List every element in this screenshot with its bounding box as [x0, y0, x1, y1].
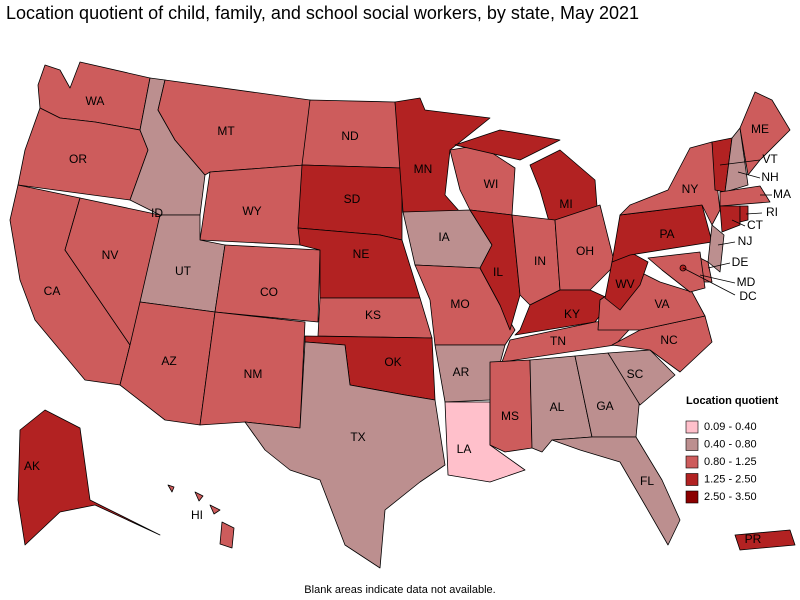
legend-label: 1.25 - 2.50 [704, 473, 757, 485]
state-label: DC [739, 289, 757, 303]
state-label: UT [175, 264, 192, 278]
state-label: AK [24, 459, 40, 473]
leader-line [737, 171, 761, 179]
state-label: MO [450, 297, 469, 311]
state-label: CA [44, 284, 61, 298]
state-label: KS [365, 308, 381, 322]
legend-swatch [685, 455, 699, 469]
state-label: NJ [738, 234, 753, 248]
state-label: VA [654, 297, 669, 311]
state-label: CT [747, 218, 764, 232]
state-shape [167, 484, 235, 549]
state-shape [551, 436, 681, 546]
state-shape [554, 204, 616, 291]
state-shape [17, 409, 161, 546]
state-label: KY [564, 307, 580, 321]
state-label: CO [260, 285, 278, 299]
state-shape [719, 185, 771, 207]
legend-swatch [685, 490, 699, 504]
state-label: PA [659, 227, 674, 241]
state-label: AZ [161, 354, 176, 368]
leader-line [682, 267, 736, 296]
state-shape [514, 289, 613, 336]
state-label: AR [453, 365, 470, 379]
state-shape [724, 127, 749, 193]
state-label: MA [773, 187, 791, 201]
state-shape [719, 205, 741, 233]
state-label: NC [660, 333, 678, 347]
state-label: TX [350, 430, 365, 444]
state-label: ID [151, 206, 163, 220]
leader-line [731, 219, 746, 227]
state-label: MI [559, 197, 572, 211]
state-label: OH [576, 244, 594, 258]
state-label: GA [596, 399, 613, 413]
state-label: MD [737, 275, 756, 289]
state-label: IL [493, 265, 503, 279]
state-label: NH [761, 170, 778, 184]
state-shape [214, 244, 321, 323]
state-label: WV [615, 277, 634, 291]
state-label: FL [640, 474, 654, 488]
leader-line [717, 241, 736, 246]
legend-label: 0.09 - 0.40 [704, 421, 757, 433]
state-label: MT [217, 124, 235, 138]
state-shape [707, 224, 725, 273]
state-label: PR [745, 532, 762, 546]
state-label: NV [102, 248, 119, 262]
state-label: NY [682, 182, 699, 196]
state-label: NM [244, 367, 263, 381]
state-shape [734, 529, 796, 551]
leader-line [699, 274, 736, 284]
legend-label: 0.40 - 0.80 [704, 438, 757, 450]
state-label: ME [751, 122, 769, 136]
map-title: Location quotient of child, family, and … [6, 3, 639, 23]
leader-line [707, 262, 731, 269]
state-shape [647, 251, 706, 293]
legend-label: 2.50 - 3.50 [704, 491, 757, 503]
state-label: ND [341, 129, 359, 143]
legend-title: Location quotient [686, 395, 779, 407]
state-label: RI [766, 205, 778, 219]
state-label: OK [384, 355, 401, 369]
state-label: OR [69, 152, 87, 166]
legend-swatch [685, 438, 699, 451]
state-label: SD [344, 192, 361, 206]
state-label: TN [550, 334, 566, 348]
state-label: WI [484, 177, 499, 191]
state-label: NE [353, 247, 370, 261]
state-shape [739, 205, 749, 223]
state-label: IA [438, 230, 449, 244]
state-label: IN [534, 254, 546, 268]
state-label: AL [550, 400, 565, 414]
state-shape [607, 349, 676, 406]
state-shape [489, 359, 533, 453]
legend-label: 0.80 - 1.25 [704, 456, 757, 468]
leader-line [745, 212, 763, 215]
state-label: VT [762, 152, 778, 166]
state-shape [244, 341, 446, 569]
state-label: WY [242, 204, 261, 218]
state-label: LA [457, 442, 472, 456]
state-label: HI [191, 508, 203, 522]
legend-swatch [685, 420, 699, 434]
legend-swatch [685, 473, 699, 486]
state-label: WA [86, 94, 105, 108]
state-label: DE [732, 255, 749, 269]
leader-line [719, 159, 761, 166]
state-label: MN [414, 162, 433, 176]
footnote: Blank areas indicate data not available. [304, 584, 495, 596]
state-label: SC [627, 367, 644, 381]
state-label: MS [501, 409, 519, 423]
